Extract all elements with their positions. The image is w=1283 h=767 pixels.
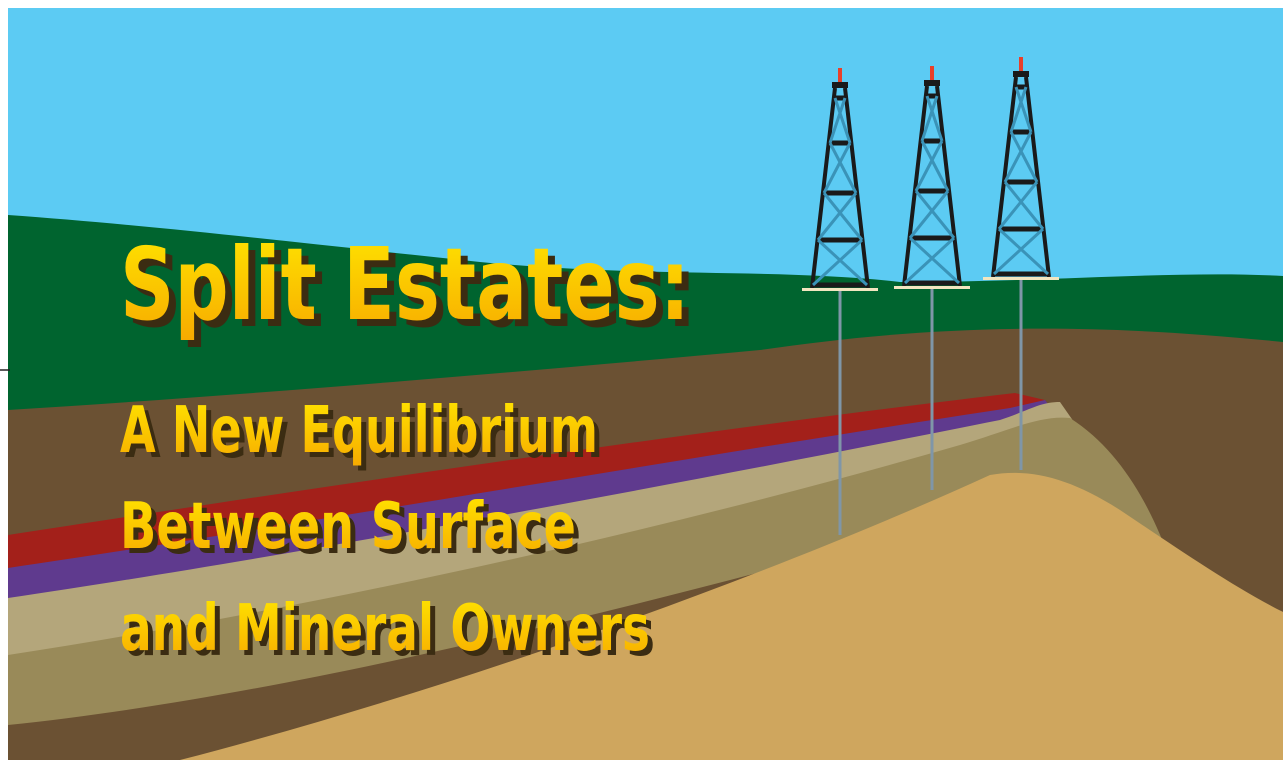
subtitle: and Mineral Owners [120, 592, 650, 666]
sand-mound [180, 472, 1283, 760]
subtitle-shadow: and Mineral Owners [125, 597, 655, 671]
subtitle-shadow: A New Equilibrium [125, 399, 603, 473]
title-shadow: Split Estates: [127, 233, 697, 350]
title-group: Split Estates: Split Estates: A New Equi… [120, 226, 697, 671]
title: Split Estates: [120, 226, 690, 343]
subtitle: A New Equilibrium [120, 394, 598, 468]
subtitle: Between Surface [120, 490, 576, 564]
subtitle-shadow: Between Surface [125, 495, 581, 569]
wells [838, 280, 1023, 535]
